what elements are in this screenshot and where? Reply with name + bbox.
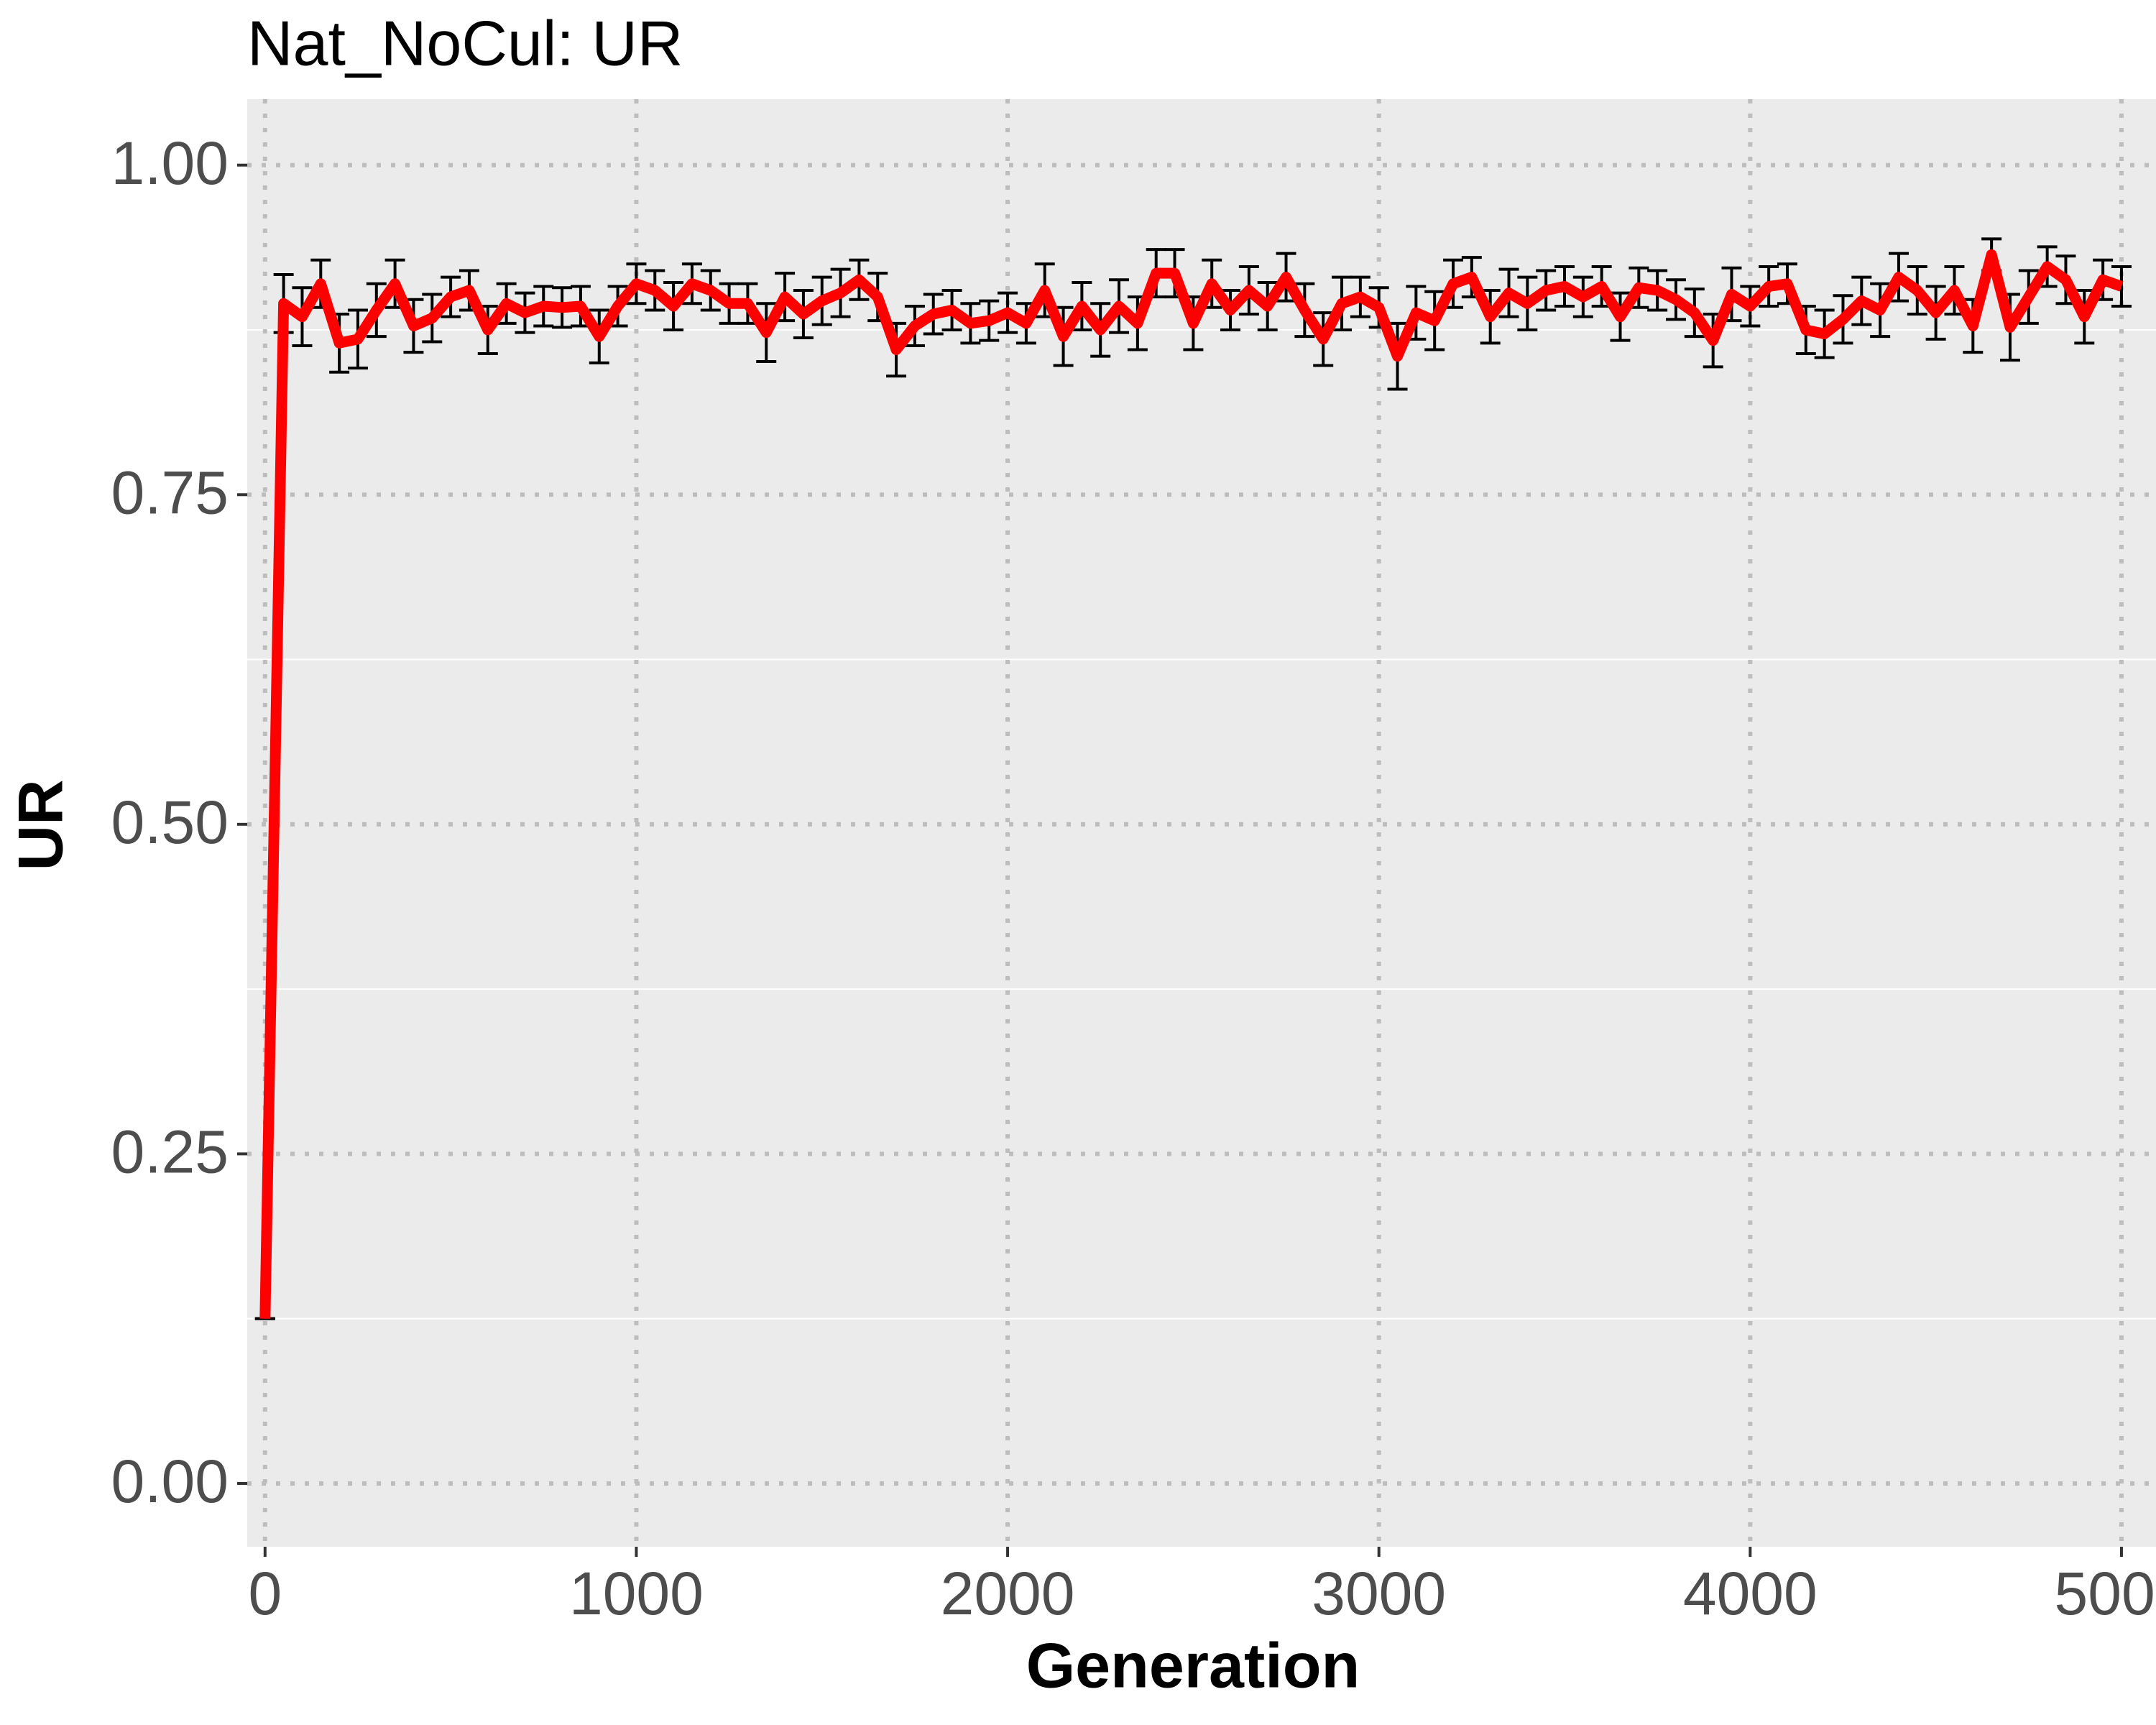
x-tick-label: 1000	[569, 1560, 704, 1627]
x-tick-label: 3000	[1312, 1560, 1446, 1627]
y-tick-label: 0.00	[111, 1448, 229, 1515]
x-axis-title: Generation	[1026, 1629, 1360, 1701]
y-tick-label: 1.00	[111, 129, 229, 197]
x-tick-label: 0	[248, 1560, 282, 1627]
chart-title: Nat_NoCul: UR	[247, 7, 683, 78]
x-tick-label: 2000	[941, 1560, 1075, 1627]
x-tick-label: 5000	[2055, 1560, 2156, 1627]
series-line	[259, 249, 2124, 1319]
y-tick-label: 0.75	[111, 459, 229, 526]
y-axis-title: UR	[4, 779, 75, 870]
y-tick-label: 0.50	[111, 788, 229, 856]
y-tick-label: 0.25	[111, 1118, 229, 1186]
x-tick-label: 4000	[1683, 1560, 1818, 1627]
